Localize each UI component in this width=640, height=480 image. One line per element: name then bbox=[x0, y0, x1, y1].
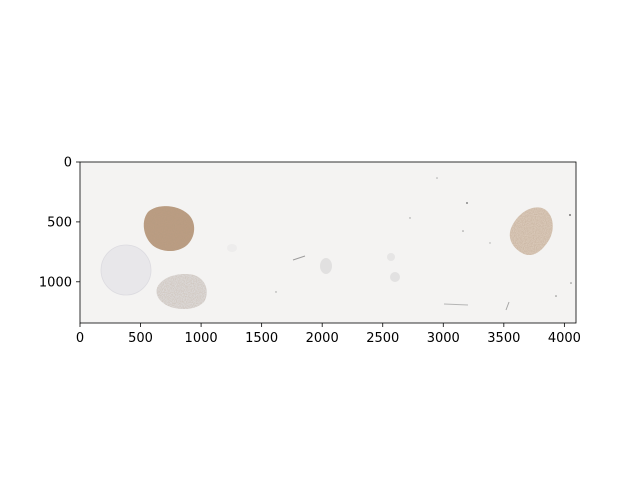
debris-fiber bbox=[443, 303, 469, 306]
gray-tissue-fragment bbox=[156, 274, 207, 310]
debris-fiber bbox=[505, 301, 510, 311]
smudge bbox=[320, 258, 332, 274]
y-tick-label: 0 bbox=[64, 156, 72, 171]
x-tick-label: 2000 bbox=[306, 331, 339, 346]
y-axis: 0 500 1000 bbox=[39, 156, 80, 290]
x-tick-label: 500 bbox=[128, 331, 153, 346]
right-tissue-sample bbox=[509, 207, 553, 256]
x-tick-label: 4000 bbox=[548, 331, 581, 346]
debris-speck bbox=[275, 291, 277, 293]
slide-image bbox=[80, 162, 576, 323]
x-tick-label: 1500 bbox=[245, 331, 278, 346]
x-tick-label: 0 bbox=[76, 331, 84, 346]
debris-speck bbox=[409, 217, 411, 219]
debris-speck bbox=[466, 202, 468, 204]
x-tick-label: 3500 bbox=[487, 331, 520, 346]
smudge bbox=[227, 244, 237, 252]
debris-speck bbox=[489, 242, 491, 244]
x-axis: 0 500 1000 1500 2000 2500 3000 3500 4000 bbox=[76, 323, 581, 346]
debris-fiber bbox=[292, 255, 306, 261]
debris-speck bbox=[570, 282, 572, 284]
brown-tissue-core bbox=[143, 206, 195, 252]
debris-speck bbox=[555, 295, 557, 297]
pale-tissue-disc bbox=[100, 244, 152, 296]
x-tick-label: 1000 bbox=[185, 331, 218, 346]
axes-frame bbox=[79, 161, 577, 324]
debris-speck bbox=[462, 230, 464, 232]
x-tick-label: 3000 bbox=[427, 331, 460, 346]
y-tick-label: 1000 bbox=[39, 275, 72, 290]
smudge bbox=[387, 253, 395, 261]
y-tick-label: 500 bbox=[47, 215, 72, 230]
debris-speck bbox=[569, 214, 571, 216]
smudge bbox=[390, 272, 400, 282]
debris-speck bbox=[436, 177, 438, 179]
x-tick-label: 2500 bbox=[366, 331, 399, 346]
